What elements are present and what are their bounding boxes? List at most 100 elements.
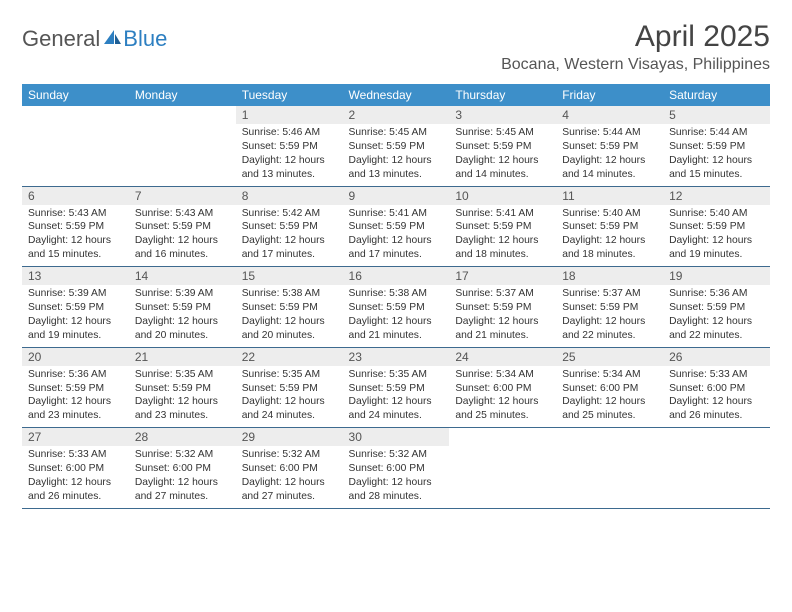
day-cell xyxy=(449,446,556,508)
day-cell: Sunrise: 5:36 AM Sunset: 5:59 PM Dayligh… xyxy=(663,285,770,347)
day-cell: Sunrise: 5:33 AM Sunset: 6:00 PM Dayligh… xyxy=(663,366,770,428)
day-number: 26 xyxy=(663,347,770,366)
day-number xyxy=(556,428,663,447)
day-body: Sunrise: 5:34 AM Sunset: 6:00 PM Dayligh… xyxy=(449,366,556,428)
content-row: Sunrise: 5:43 AM Sunset: 5:59 PM Dayligh… xyxy=(22,205,770,267)
day-cell: Sunrise: 5:34 AM Sunset: 6:00 PM Dayligh… xyxy=(449,366,556,428)
header-row: General Blue April 2025 Bocana, Western … xyxy=(22,20,770,74)
content-row: Sunrise: 5:33 AM Sunset: 6:00 PM Dayligh… xyxy=(22,446,770,508)
day-number xyxy=(663,428,770,447)
day-number: 22 xyxy=(236,347,343,366)
day-header: Saturday xyxy=(663,84,770,106)
day-number xyxy=(22,106,129,124)
day-cell: Sunrise: 5:32 AM Sunset: 6:00 PM Dayligh… xyxy=(343,446,450,508)
day-body: Sunrise: 5:39 AM Sunset: 5:59 PM Dayligh… xyxy=(129,285,236,347)
content-row: Sunrise: 5:46 AM Sunset: 5:59 PM Dayligh… xyxy=(22,124,770,186)
day-header: Thursday xyxy=(449,84,556,106)
day-body: Sunrise: 5:43 AM Sunset: 5:59 PM Dayligh… xyxy=(22,205,129,267)
day-body: Sunrise: 5:35 AM Sunset: 5:59 PM Dayligh… xyxy=(343,366,450,428)
day-number: 30 xyxy=(343,428,450,447)
day-body xyxy=(449,446,556,452)
day-body: Sunrise: 5:46 AM Sunset: 5:59 PM Dayligh… xyxy=(236,124,343,186)
daynum-row: 27282930 xyxy=(22,428,770,447)
day-body: Sunrise: 5:39 AM Sunset: 5:59 PM Dayligh… xyxy=(22,285,129,347)
sail-icon xyxy=(102,26,122,52)
day-cell: Sunrise: 5:41 AM Sunset: 5:59 PM Dayligh… xyxy=(449,205,556,267)
day-number: 15 xyxy=(236,267,343,286)
day-body: Sunrise: 5:40 AM Sunset: 5:59 PM Dayligh… xyxy=(663,205,770,267)
calendar-head: SundayMondayTuesdayWednesdayThursdayFrid… xyxy=(22,84,770,106)
day-cell xyxy=(556,446,663,508)
day-number: 19 xyxy=(663,267,770,286)
day-cell: Sunrise: 5:43 AM Sunset: 5:59 PM Dayligh… xyxy=(129,205,236,267)
day-number: 25 xyxy=(556,347,663,366)
day-number: 16 xyxy=(343,267,450,286)
day-cell xyxy=(663,446,770,508)
day-header-row: SundayMondayTuesdayWednesdayThursdayFrid… xyxy=(22,84,770,106)
day-cell: Sunrise: 5:35 AM Sunset: 5:59 PM Dayligh… xyxy=(236,366,343,428)
day-number: 18 xyxy=(556,267,663,286)
day-cell: Sunrise: 5:42 AM Sunset: 5:59 PM Dayligh… xyxy=(236,205,343,267)
day-cell: Sunrise: 5:39 AM Sunset: 5:59 PM Dayligh… xyxy=(129,285,236,347)
day-number: 21 xyxy=(129,347,236,366)
day-number: 2 xyxy=(343,106,450,124)
day-number: 7 xyxy=(129,186,236,205)
day-number: 24 xyxy=(449,347,556,366)
day-number: 20 xyxy=(22,347,129,366)
day-cell: Sunrise: 5:32 AM Sunset: 6:00 PM Dayligh… xyxy=(129,446,236,508)
day-body: Sunrise: 5:35 AM Sunset: 5:59 PM Dayligh… xyxy=(236,366,343,428)
day-number: 14 xyxy=(129,267,236,286)
day-number: 12 xyxy=(663,186,770,205)
day-number: 27 xyxy=(22,428,129,447)
day-cell: Sunrise: 5:38 AM Sunset: 5:59 PM Dayligh… xyxy=(236,285,343,347)
day-cell: Sunrise: 5:41 AM Sunset: 5:59 PM Dayligh… xyxy=(343,205,450,267)
day-cell: Sunrise: 5:35 AM Sunset: 5:59 PM Dayligh… xyxy=(129,366,236,428)
day-cell: Sunrise: 5:40 AM Sunset: 5:59 PM Dayligh… xyxy=(663,205,770,267)
day-body: Sunrise: 5:37 AM Sunset: 5:59 PM Dayligh… xyxy=(556,285,663,347)
day-body: Sunrise: 5:36 AM Sunset: 5:59 PM Dayligh… xyxy=(663,285,770,347)
day-body: Sunrise: 5:38 AM Sunset: 5:59 PM Dayligh… xyxy=(343,285,450,347)
day-body: Sunrise: 5:32 AM Sunset: 6:00 PM Dayligh… xyxy=(236,446,343,508)
day-cell: Sunrise: 5:45 AM Sunset: 5:59 PM Dayligh… xyxy=(449,124,556,186)
day-body xyxy=(22,124,129,130)
day-number xyxy=(129,106,236,124)
day-cell: Sunrise: 5:39 AM Sunset: 5:59 PM Dayligh… xyxy=(22,285,129,347)
brand-part2: Blue xyxy=(123,26,167,52)
content-row: Sunrise: 5:39 AM Sunset: 5:59 PM Dayligh… xyxy=(22,285,770,347)
day-number: 5 xyxy=(663,106,770,124)
calendar-body: 12345Sunrise: 5:46 AM Sunset: 5:59 PM Da… xyxy=(22,106,770,508)
day-number: 29 xyxy=(236,428,343,447)
day-body: Sunrise: 5:41 AM Sunset: 5:59 PM Dayligh… xyxy=(343,205,450,267)
day-number: 9 xyxy=(343,186,450,205)
day-number: 23 xyxy=(343,347,450,366)
day-number: 6 xyxy=(22,186,129,205)
day-body: Sunrise: 5:32 AM Sunset: 6:00 PM Dayligh… xyxy=(343,446,450,508)
day-body xyxy=(129,124,236,130)
day-body: Sunrise: 5:44 AM Sunset: 5:59 PM Dayligh… xyxy=(556,124,663,186)
day-cell: Sunrise: 5:34 AM Sunset: 6:00 PM Dayligh… xyxy=(556,366,663,428)
brand-logo: General Blue xyxy=(22,26,167,52)
calendar-page: General Blue April 2025 Bocana, Western … xyxy=(0,0,792,519)
day-body: Sunrise: 5:43 AM Sunset: 5:59 PM Dayligh… xyxy=(129,205,236,267)
day-cell xyxy=(22,124,129,186)
location-text: Bocana, Western Visayas, Philippines xyxy=(501,56,770,74)
calendar-table: SundayMondayTuesdayWednesdayThursdayFrid… xyxy=(22,84,770,509)
day-body xyxy=(663,446,770,452)
day-body: Sunrise: 5:45 AM Sunset: 5:59 PM Dayligh… xyxy=(449,124,556,186)
day-cell: Sunrise: 5:36 AM Sunset: 5:59 PM Dayligh… xyxy=(22,366,129,428)
day-number: 13 xyxy=(22,267,129,286)
day-cell: Sunrise: 5:33 AM Sunset: 6:00 PM Dayligh… xyxy=(22,446,129,508)
day-body: Sunrise: 5:36 AM Sunset: 5:59 PM Dayligh… xyxy=(22,366,129,428)
day-cell: Sunrise: 5:45 AM Sunset: 5:59 PM Dayligh… xyxy=(343,124,450,186)
day-cell: Sunrise: 5:35 AM Sunset: 5:59 PM Dayligh… xyxy=(343,366,450,428)
day-body: Sunrise: 5:38 AM Sunset: 5:59 PM Dayligh… xyxy=(236,285,343,347)
content-row: Sunrise: 5:36 AM Sunset: 5:59 PM Dayligh… xyxy=(22,366,770,428)
day-header: Sunday xyxy=(22,84,129,106)
day-body: Sunrise: 5:42 AM Sunset: 5:59 PM Dayligh… xyxy=(236,205,343,267)
day-number: 28 xyxy=(129,428,236,447)
day-cell: Sunrise: 5:44 AM Sunset: 5:59 PM Dayligh… xyxy=(663,124,770,186)
day-cell: Sunrise: 5:32 AM Sunset: 6:00 PM Dayligh… xyxy=(236,446,343,508)
day-body: Sunrise: 5:32 AM Sunset: 6:00 PM Dayligh… xyxy=(129,446,236,508)
day-number: 1 xyxy=(236,106,343,124)
day-cell: Sunrise: 5:40 AM Sunset: 5:59 PM Dayligh… xyxy=(556,205,663,267)
